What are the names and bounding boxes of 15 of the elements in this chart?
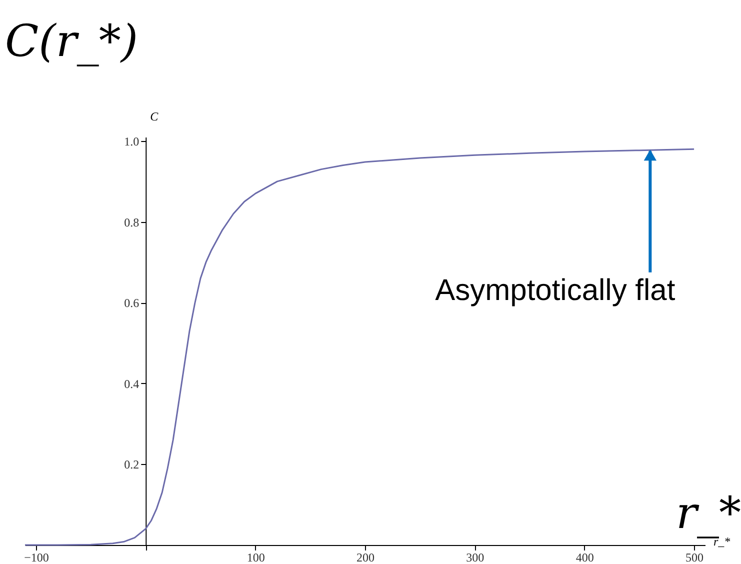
y-tick-label: 1.0 bbox=[124, 134, 140, 149]
y-tick-label: 0.4 bbox=[124, 376, 140, 391]
x-tick-label: −100 bbox=[24, 550, 49, 564]
x-tick-label: 200 bbox=[356, 550, 374, 564]
annotation: Asymptotically flat bbox=[435, 274, 676, 308]
y-tick-label: 0.2 bbox=[124, 458, 140, 472]
annotation: r_* bbox=[676, 488, 741, 539]
y-tick-label: 0.8 bbox=[124, 215, 140, 230]
x-tick-label: 500 bbox=[686, 550, 704, 564]
chart-title: C(r_*) bbox=[5, 16, 138, 67]
y-tick-label: 0.6 bbox=[124, 296, 140, 310]
x-tick-label: 400 bbox=[576, 550, 594, 564]
y-axis-title: C bbox=[150, 110, 160, 124]
x-tick-label: 100 bbox=[246, 550, 265, 564]
x-tick-label: 300 bbox=[466, 550, 484, 564]
